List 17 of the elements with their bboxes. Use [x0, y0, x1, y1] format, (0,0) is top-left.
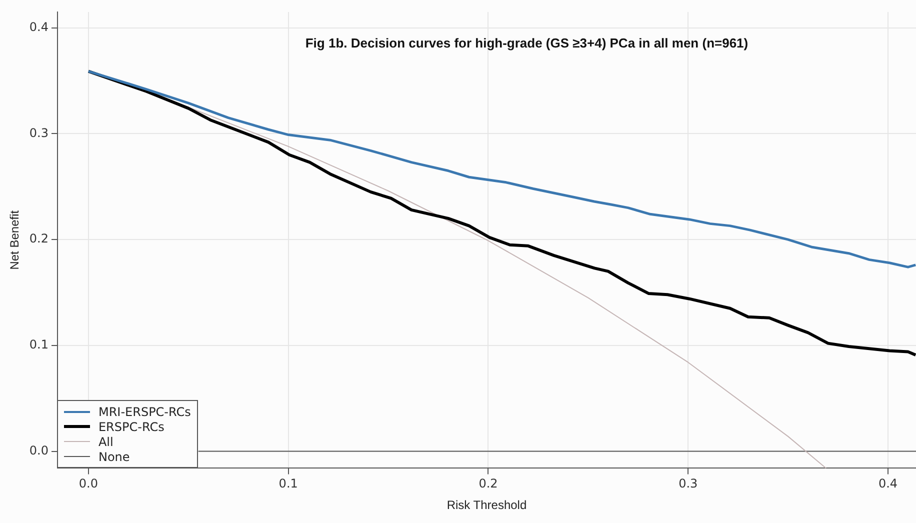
legend-label: MRI-ERSPC-RCs — [98, 404, 191, 419]
y-tick-label: 0.2 — [29, 232, 48, 246]
x-axis-title: Risk Threshold — [446, 498, 527, 512]
y-tick-label: 0.4 — [29, 20, 48, 34]
y-axis-title: Net Benefit — [8, 210, 22, 270]
legend-label: All — [98, 434, 114, 449]
x-tick-label: 0.0 — [78, 476, 98, 491]
x-tick-label: 0.1 — [278, 476, 298, 491]
legend-label: ERSPC-RCs — [98, 420, 164, 434]
y-tick-label: 0.1 — [29, 338, 48, 352]
x-tick-label: 0.3 — [678, 476, 698, 491]
x-tick-label: 0.2 — [478, 476, 498, 491]
text: Fig 1b. Decision curves for high-grade (GS ≥3+4) PCa in all men (n=961) — [305, 36, 748, 51]
x-tick-label: 0.4 — [878, 476, 898, 491]
y-tick-label: 0.0 — [29, 443, 48, 458]
y-tick-label: 0.3 — [29, 126, 48, 140]
legend-label: None — [98, 450, 130, 464]
